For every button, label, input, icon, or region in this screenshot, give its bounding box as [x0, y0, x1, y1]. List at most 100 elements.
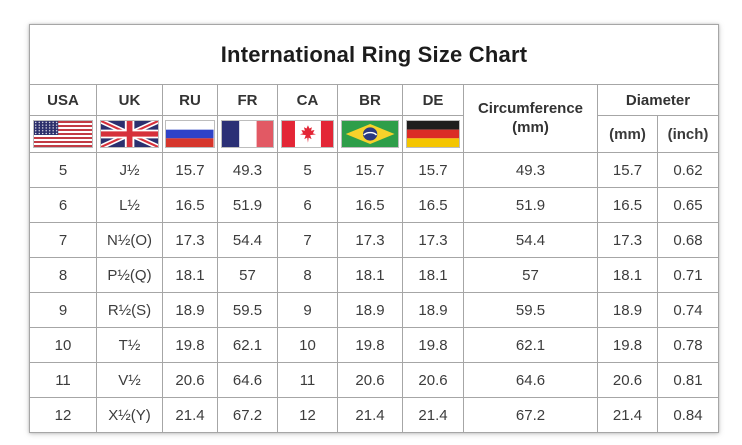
- france-flag-icon: [221, 121, 274, 147]
- table-cell: 18.9: [162, 292, 218, 328]
- table-cell: 15.7: [402, 152, 464, 188]
- russia-flag-icon: [166, 121, 214, 147]
- brazil-flag-icon: [341, 121, 399, 147]
- circumference-label: Circumference: [477, 99, 584, 117]
- table-cell: 10: [277, 327, 338, 363]
- col-header-fr: FR: [217, 84, 278, 116]
- table-cell: 17.3: [597, 222, 658, 258]
- table-cell: 20.6: [597, 362, 658, 398]
- table-cell: 54.4: [217, 222, 278, 258]
- col-header-circumference: Circumference (mm): [463, 84, 598, 153]
- table-cell: 17.3: [337, 222, 403, 258]
- table-cell: 57: [217, 257, 278, 293]
- table-cell: 19.8: [162, 327, 218, 363]
- table-cell: 15.7: [162, 152, 218, 188]
- table-cell: 19.8: [337, 327, 403, 363]
- table-cell: 20.6: [162, 362, 218, 398]
- table-row: 8 P½(Q) 18.1 57 8 18.1 18.1 57 18.1 0.71: [29, 257, 719, 293]
- table-cell: 12: [277, 397, 338, 433]
- column-header-row: USA UK RU FR CA BR DE Circumference (mm)…: [29, 84, 719, 153]
- table-cell: 8: [277, 257, 338, 293]
- table-cell: 67.2: [463, 397, 598, 433]
- table-cell: 5: [29, 152, 97, 188]
- table-cell: 18.9: [337, 292, 403, 328]
- table-cell: 7: [29, 222, 97, 258]
- table-cell: J½: [96, 152, 163, 188]
- table-cell: 59.5: [217, 292, 278, 328]
- table-cell: 18.1: [402, 257, 464, 293]
- table-cell: 20.6: [402, 362, 464, 398]
- table-cell: 49.3: [217, 152, 278, 188]
- col-header-ca: CA: [277, 84, 338, 116]
- table-cell: 0.71: [657, 257, 719, 293]
- table-cell: 16.5: [402, 187, 464, 223]
- table-cell: 0.65: [657, 187, 719, 223]
- table-cell: X½(Y): [96, 397, 163, 433]
- table-cell: 8: [29, 257, 97, 293]
- table-cell: 18.1: [162, 257, 218, 293]
- table-cell: 59.5: [463, 292, 598, 328]
- table-cell: 54.4: [463, 222, 598, 258]
- table-cell: 0.81: [657, 362, 719, 398]
- ring-size-table: International Ring Size Chart USA UK RU …: [29, 24, 719, 433]
- title-row: International Ring Size Chart: [29, 24, 719, 85]
- table-row: 9 R½(S) 18.9 59.5 9 18.9 18.9 59.5 18.9 0.74: [29, 292, 719, 328]
- col-header-ru: RU: [162, 84, 218, 116]
- uk-flag-icon: [100, 121, 159, 147]
- table-cell: 0.68: [657, 222, 719, 258]
- table-cell: 6: [29, 187, 97, 223]
- table-cell: 62.1: [217, 327, 278, 363]
- table-cell: 9: [277, 292, 338, 328]
- table-cell: 16.5: [337, 187, 403, 223]
- table-cell: 15.7: [597, 152, 658, 188]
- diameter-mm-header: (mm): [597, 115, 658, 153]
- table-cell: 21.4: [597, 397, 658, 433]
- col-header-br: BR: [337, 84, 403, 116]
- table-cell: 16.5: [162, 187, 218, 223]
- table-cell: 11: [29, 362, 97, 398]
- diameter-inch-header: (inch): [657, 115, 719, 153]
- usa-flag-icon: [33, 121, 93, 147]
- table-cell: 0.84: [657, 397, 719, 433]
- table-cell: N½(O): [96, 222, 163, 258]
- table-cell: 17.3: [402, 222, 464, 258]
- table-cell: 51.9: [217, 187, 278, 223]
- table-cell: L½: [96, 187, 163, 223]
- table-cell: T½: [96, 327, 163, 363]
- table-row: 11 V½ 20.6 64.6 11 20.6 20.6 64.6 20.6 0.81: [29, 362, 719, 398]
- table-row: 6 L½ 16.5 51.9 6 16.5 16.5 51.9 16.5 0.65: [29, 187, 719, 223]
- table-cell: 10: [29, 327, 97, 363]
- table-cell: 0.62: [657, 152, 719, 188]
- table-cell: 0.74: [657, 292, 719, 328]
- table-body: 5 J½ 15.7 49.3 5 15.7 15.7 49.3 15.7 0.62 6 L½ 16.5 5…: [29, 152, 719, 433]
- table-cell: 18.9: [597, 292, 658, 328]
- table-cell: V½: [96, 362, 163, 398]
- table-cell: 17.3: [162, 222, 218, 258]
- table-cell: 21.4: [162, 397, 218, 433]
- table-cell: 51.9: [463, 187, 598, 223]
- table-cell: 20.6: [337, 362, 403, 398]
- table-row: 12 X½(Y) 21.4 67.2 12 21.4 21.4 67.2 21.4 0.84: [29, 397, 719, 433]
- table-cell: 18.1: [337, 257, 403, 293]
- table-row: 7 N½(O) 17.3 54.4 7 17.3 17.3 54.4 17.3 0.68: [29, 222, 719, 258]
- table-cell: 64.6: [463, 362, 598, 398]
- table-cell: 57: [463, 257, 598, 293]
- table-cell: 21.4: [337, 397, 403, 433]
- table-cell: 0.78: [657, 327, 719, 363]
- table-cell: 19.8: [402, 327, 464, 363]
- table-cell: 9: [29, 292, 97, 328]
- table-cell: 6: [277, 187, 338, 223]
- table-row: 5 J½ 15.7 49.3 5 15.7 15.7 49.3 15.7 0.62: [29, 152, 719, 188]
- col-header-uk: UK: [96, 84, 163, 116]
- table-cell: 11: [277, 362, 338, 398]
- table-cell: R½(S): [96, 292, 163, 328]
- col-header-usa: USA: [29, 84, 97, 116]
- col-header-de: DE: [402, 84, 464, 116]
- table-cell: 12: [29, 397, 97, 433]
- table-cell: 7: [277, 222, 338, 258]
- col-header-diameter: Diameter: [597, 84, 719, 116]
- canada-flag-icon: [281, 121, 334, 147]
- table-cell: P½(Q): [96, 257, 163, 293]
- table-cell: 18.1: [597, 257, 658, 293]
